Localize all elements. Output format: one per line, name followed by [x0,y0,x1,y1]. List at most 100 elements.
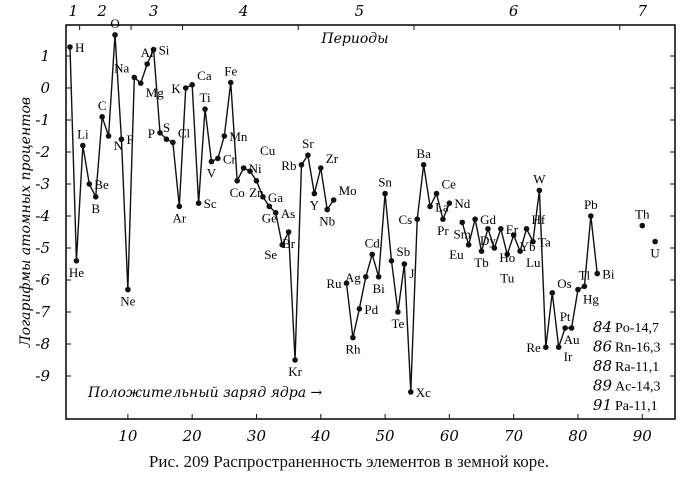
data-point-b [92,194,99,200]
element-label-tu: Tu [500,270,514,285]
data-point-zn [253,178,260,184]
data-point-ag [362,274,369,280]
element-label-be: Be [94,177,109,192]
offscale-value: Ra-11,1 [615,360,659,375]
data-point-cr [215,155,221,162]
data-point-v [208,158,215,165]
element-label-al: Al [141,45,154,60]
element-label-rb: Rb [281,158,296,173]
element-label-eu: Eu [449,247,464,262]
data-point-ho [491,245,498,251]
series-line-segment-3 [461,190,598,348]
element-label-os: Os [557,276,571,291]
element-label-y: Y [310,198,320,213]
element-label-sr: Sr [302,136,314,151]
element-label-gd: Gd [480,212,496,227]
offscale-atomic-number: 84 [593,318,612,336]
element-label-mg: Mg [146,85,165,100]
element-label-sn: Sn [378,175,392,190]
data-point-n [105,133,112,139]
element-label-ti: Ti [199,90,210,105]
data-point-k [182,85,189,91]
offscale-atomic-number: 89 [593,377,613,395]
element-label-ba: Ba [416,146,431,161]
element-label-th: Th [635,207,650,222]
y-tick-label: -4 [35,207,50,225]
period-label: 2 [96,2,107,20]
data-point-nb [324,206,331,213]
data-point-pt [562,325,568,331]
element-label-tl: Tl [579,267,591,282]
data-point-sc [195,200,202,206]
data-point-mo [330,197,337,203]
data-point-er [498,226,504,232]
data-point-pd [356,306,363,312]
element-label-cl: Cl [178,125,191,140]
offscale-atomic-number: 88 [593,357,612,375]
data-point-sb [388,258,395,264]
element-label-kr: Kr [288,364,302,379]
data-point-co [234,178,240,184]
x-tick-label: 30 [247,427,267,445]
y-tick-label: 1 [40,47,50,65]
data-point-al [144,61,150,67]
element-label-tb: Tb [474,255,488,270]
element-label-o: O [110,16,119,31]
data-point-ti [202,106,208,112]
offscale-value: Rn-16,3 [615,341,661,356]
periods-label: Периоды [320,31,388,47]
element-label-ta: Ta [538,235,551,250]
data-point-ca [189,82,195,88]
period-label: 7 [637,2,647,20]
element-label-v: V [207,166,217,181]
element-label-bi: Bi [372,281,385,296]
data-point-hf [523,226,530,232]
data-point-sm [459,219,466,226]
data-point-ar [176,203,183,210]
element-label-f: F [126,132,133,147]
element-label-co: Co [230,185,245,200]
element-label-cr: Cr [223,151,237,166]
element-label-yb: Yb [520,239,536,254]
x-tick-label: 20 [182,427,203,445]
element-label-lu: Lu [526,255,541,270]
series-line-segment-1 [69,34,335,361]
element-label-he: He [69,265,84,280]
data-point-fe [227,79,234,86]
element-label-ni: Ni [249,161,262,176]
data-point-h [67,44,73,50]
element-label-rh: Rh [345,342,361,357]
data-point-sr [305,152,311,158]
data-point-au [568,325,575,331]
data-point-si [150,46,157,53]
data-point-hg [575,286,581,293]
data-point-ne [125,286,131,293]
element-label-c: C [98,98,107,113]
element-label-la: La [435,199,449,214]
element-label-hg: Hg [583,292,599,307]
data-point-ru [343,280,350,287]
x-tick-label: 40 [310,427,331,445]
y-tick-label: -5 [35,239,50,257]
data-point-tl [581,283,588,290]
element-label-ne: Ne [120,294,135,309]
y-tick-label: -7 [35,303,50,321]
element-label-te: Te [392,316,405,331]
series-line-segment-2 [345,164,451,393]
data-point-tb [478,248,485,254]
element-label-n: N [114,138,124,153]
data-point-na [131,74,138,81]
element-label-sm: Sm [454,226,471,241]
element-label-b: B [91,201,100,216]
element-label-cd: Cd [365,235,381,250]
data-point-s [163,136,170,142]
element-label-ca: Ca [197,68,212,83]
element-label-ir: Ir [564,349,573,364]
x-tick-label: 50 [376,427,396,445]
element-label-pt: Pt [560,309,571,324]
element-label-hf: Hf [532,212,546,227]
plot-frame [65,24,676,420]
data-point-re [543,344,549,351]
data-point-li [80,142,86,149]
data-point-gd [472,216,478,222]
